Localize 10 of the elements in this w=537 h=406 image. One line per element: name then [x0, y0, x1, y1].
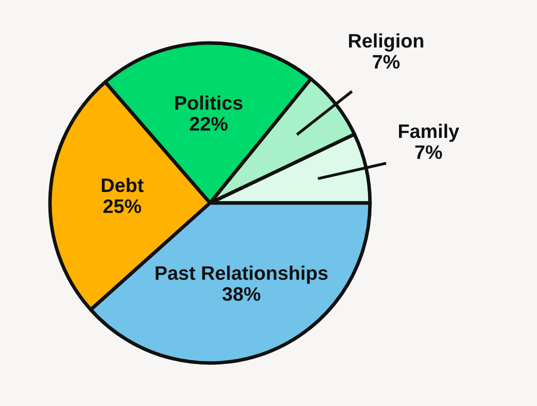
slice-label: Politics — [175, 95, 242, 110]
data-label: 22% — [190, 116, 228, 131]
slice-label: Past Relationships — [156, 266, 328, 284]
data-label: 25% — [103, 199, 142, 214]
slice-label: Family — [399, 124, 460, 142]
data-label: 7% — [415, 145, 442, 159]
slice-label: Debt — [102, 178, 144, 192]
slice-label: Religion — [349, 33, 424, 52]
data-label: 38% — [222, 287, 260, 301]
data-label: 7% — [372, 54, 400, 69]
